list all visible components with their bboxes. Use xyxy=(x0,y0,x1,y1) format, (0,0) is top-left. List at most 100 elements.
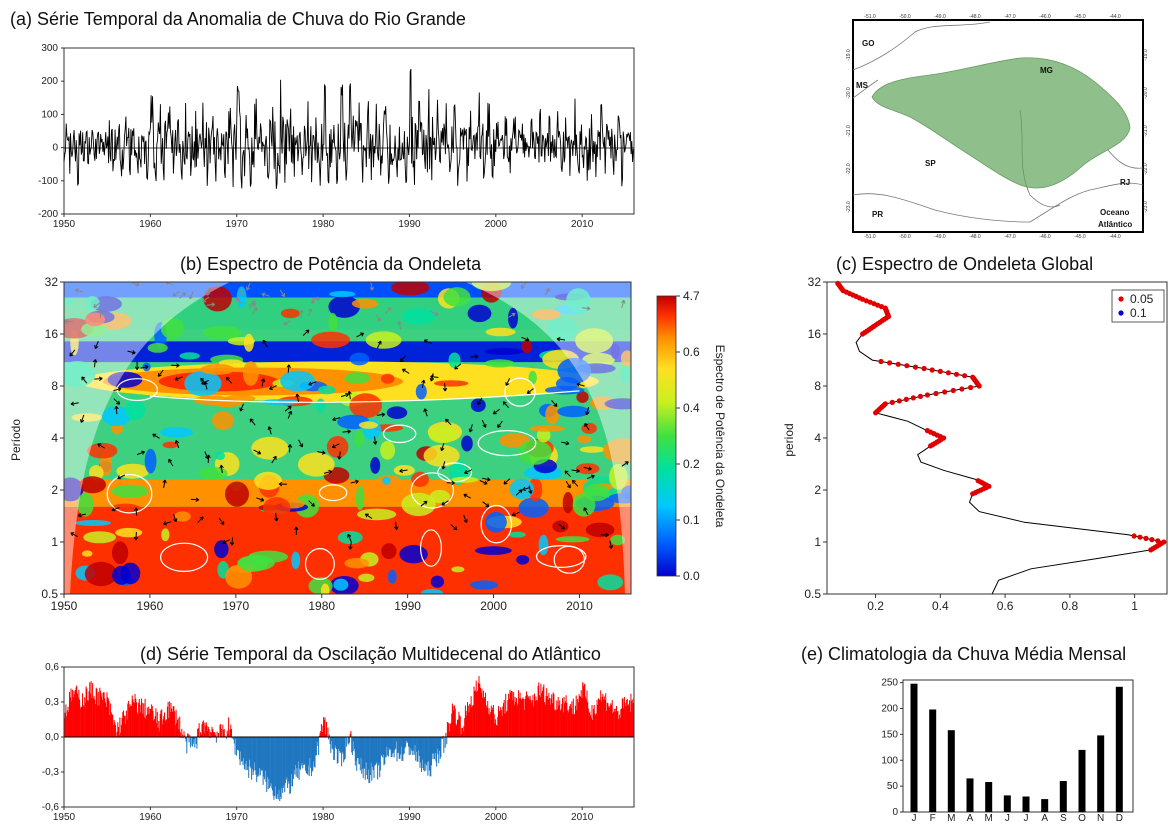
amo-bar xyxy=(92,697,94,737)
power-blob xyxy=(499,433,531,448)
amo-bar xyxy=(502,706,504,737)
amo-bar xyxy=(289,737,291,794)
power-blob xyxy=(244,584,282,594)
phase-arrow xyxy=(174,376,183,381)
amo-bar xyxy=(371,737,373,781)
significance-contour xyxy=(304,547,335,580)
amo-bar xyxy=(86,688,88,737)
phase-arrow xyxy=(477,397,483,406)
climatology-bar xyxy=(966,778,974,812)
amo-bar xyxy=(441,737,443,739)
amo-bar xyxy=(74,690,76,737)
phase-arrow xyxy=(248,302,257,309)
power-blob xyxy=(83,531,116,544)
power-blob xyxy=(610,343,620,360)
amo-bar xyxy=(381,737,383,757)
power-blob xyxy=(471,282,512,292)
amo-bar xyxy=(151,704,153,737)
map-border-go-mg xyxy=(852,21,991,71)
amo-bar xyxy=(560,709,562,737)
amo-bar xyxy=(188,737,190,743)
power-blob xyxy=(528,370,537,385)
map-lon-tick-top: -51.0 xyxy=(864,14,876,20)
amo-bar xyxy=(590,715,592,737)
phase-arrow xyxy=(256,497,265,502)
amo-bar xyxy=(523,698,525,737)
amo-bar xyxy=(358,737,360,765)
amo-bar xyxy=(529,695,531,737)
amo-bar xyxy=(590,718,592,737)
amo-bar xyxy=(223,729,225,737)
power-blob xyxy=(212,411,234,431)
amo-bar xyxy=(622,699,624,737)
map-lon-tick-bottom: -50.0 xyxy=(899,234,911,240)
amo-bar xyxy=(252,737,254,776)
phase-arrow xyxy=(271,455,277,464)
phase-arrow xyxy=(173,513,178,523)
amo-bar xyxy=(523,709,525,737)
amo-bar xyxy=(341,737,343,767)
amo-bar xyxy=(133,703,135,737)
significant-point xyxy=(912,364,919,370)
amo-bar xyxy=(151,706,153,737)
phase-arrow xyxy=(582,306,591,311)
amo-bar xyxy=(496,725,498,737)
power-blob xyxy=(583,483,610,502)
panel-d-xtick-label: 2000 xyxy=(485,812,508,823)
panel-d-xtick-label: 1960 xyxy=(139,812,162,823)
amo-bar xyxy=(322,725,324,737)
amo-bar xyxy=(225,737,227,739)
phase-arrow xyxy=(190,497,200,502)
power-blob xyxy=(582,352,615,367)
phase-arrow xyxy=(423,339,432,344)
amo-bar xyxy=(377,737,379,766)
panel-d-ytick-label: -0,6 xyxy=(42,802,60,813)
phase-arrow xyxy=(446,480,455,486)
amo-bar xyxy=(223,729,225,737)
amo-bar xyxy=(308,737,310,766)
amo-bar xyxy=(229,729,231,737)
amo-bar xyxy=(95,687,97,737)
amo-bar xyxy=(74,694,76,737)
amo-bar xyxy=(359,737,361,764)
amo-bar xyxy=(510,691,512,737)
amo-bar xyxy=(312,737,314,771)
map-lon-tick-top: -46.0 xyxy=(1039,14,1051,20)
phase-arrow xyxy=(430,374,439,379)
significance-contour xyxy=(382,424,417,444)
significance-contour xyxy=(480,504,513,544)
map-lat-tick-left: -22.0 xyxy=(846,163,852,175)
amo-bar xyxy=(290,737,292,794)
amo-bar xyxy=(306,737,308,774)
amo-bar xyxy=(420,737,422,763)
amo-bar xyxy=(425,737,427,771)
phase-arrow xyxy=(440,442,445,452)
amo-bar xyxy=(474,691,476,737)
climatology-bar xyxy=(1003,795,1011,812)
amo-bar xyxy=(586,690,588,737)
amo-bar xyxy=(342,737,344,754)
amo-bar xyxy=(265,737,267,782)
amo-bar xyxy=(626,700,628,737)
map-lon-tick-top: -48.0 xyxy=(969,14,981,20)
map-label-sp: SP xyxy=(925,159,936,168)
amo-bar xyxy=(513,704,515,737)
amo-bar xyxy=(287,737,289,789)
amo-bar xyxy=(463,725,465,737)
phase-arrow xyxy=(323,469,333,475)
power-blob xyxy=(147,343,168,353)
amo-bar xyxy=(579,696,581,737)
panel-c-frame xyxy=(826,281,1168,595)
amo-bar xyxy=(97,705,99,737)
amo-bar xyxy=(177,720,179,737)
phase-arrow xyxy=(70,532,79,538)
phase-arrow xyxy=(464,469,473,474)
amo-bar xyxy=(292,737,294,787)
amo-bar xyxy=(91,697,93,737)
amo-bar xyxy=(127,703,129,737)
panel-e-ytick-label: 50 xyxy=(887,781,899,792)
amo-bar xyxy=(155,708,157,737)
amo-bar xyxy=(567,710,569,737)
amo-bar xyxy=(600,701,602,737)
amo-bar xyxy=(154,719,156,737)
